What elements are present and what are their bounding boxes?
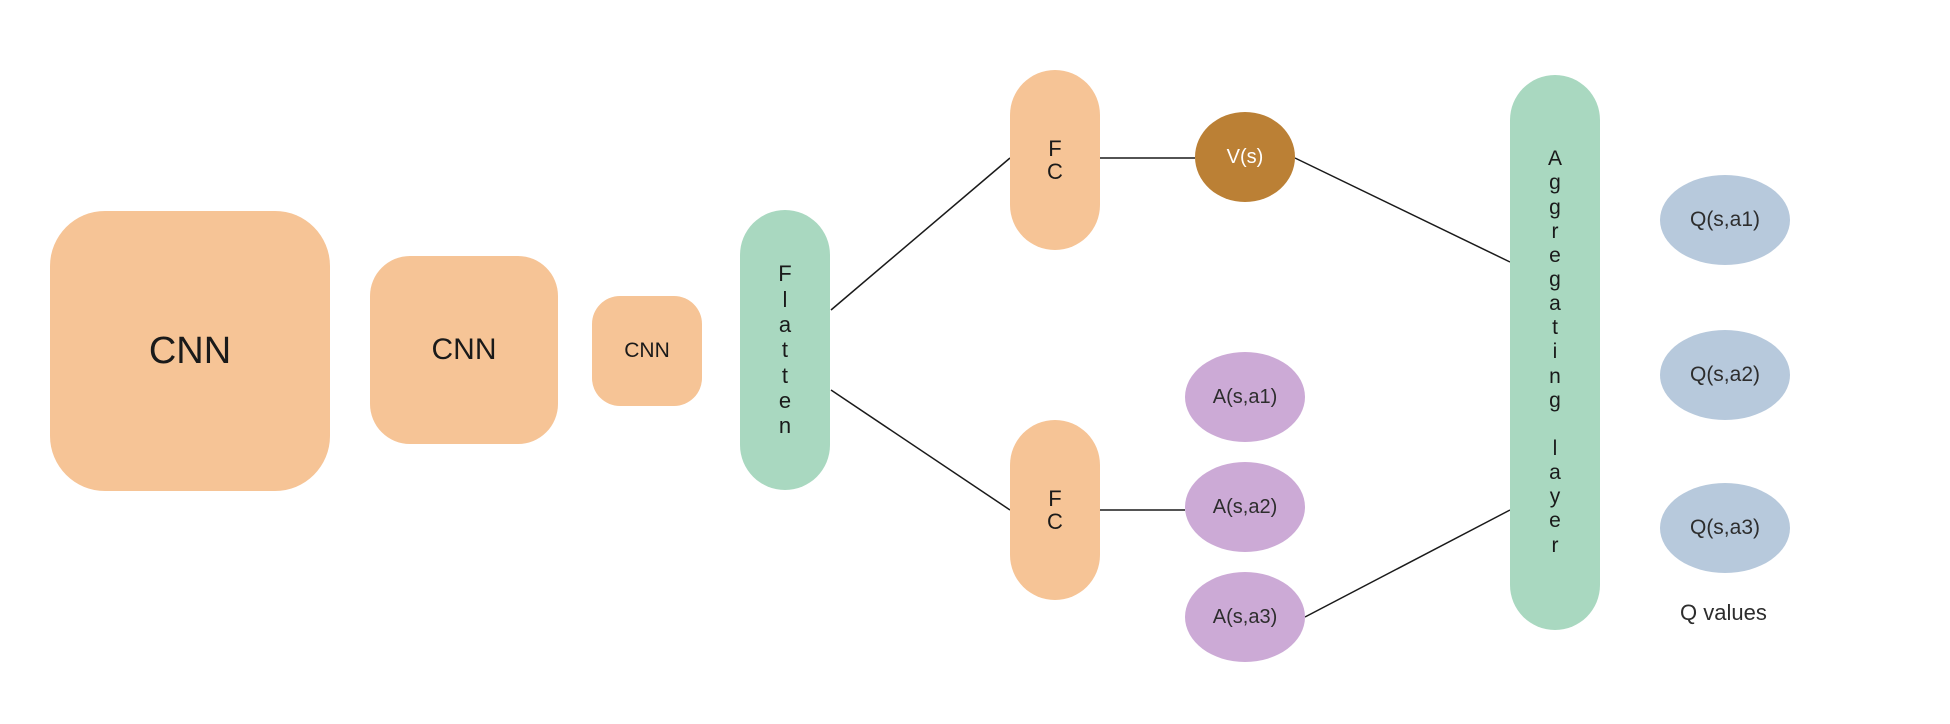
- node-agg: Aggregating layer: [1510, 75, 1600, 630]
- edge-1: [831, 390, 1010, 510]
- node-flatten: Flatten: [740, 210, 830, 490]
- node-q2: Q(s,a2): [1660, 330, 1790, 420]
- node-a2: A(s,a2): [1185, 462, 1305, 552]
- node-cnn3: CNN: [592, 296, 702, 406]
- node-q3: Q(s,a3): [1660, 483, 1790, 573]
- q-values-caption: Q values: [1680, 600, 1767, 626]
- edge-0: [831, 158, 1010, 310]
- edge-5: [1305, 510, 1510, 617]
- node-a3: A(s,a3): [1185, 572, 1305, 662]
- node-a1: A(s,a1): [1185, 352, 1305, 442]
- node-fc2: FC: [1010, 420, 1100, 600]
- node-vs: V(s): [1195, 112, 1295, 202]
- edge-4: [1295, 158, 1510, 262]
- node-cnn2: CNN: [370, 256, 558, 444]
- node-fc1: FC: [1010, 70, 1100, 250]
- node-q1: Q(s,a1): [1660, 175, 1790, 265]
- node-cnn1: CNN: [50, 211, 330, 491]
